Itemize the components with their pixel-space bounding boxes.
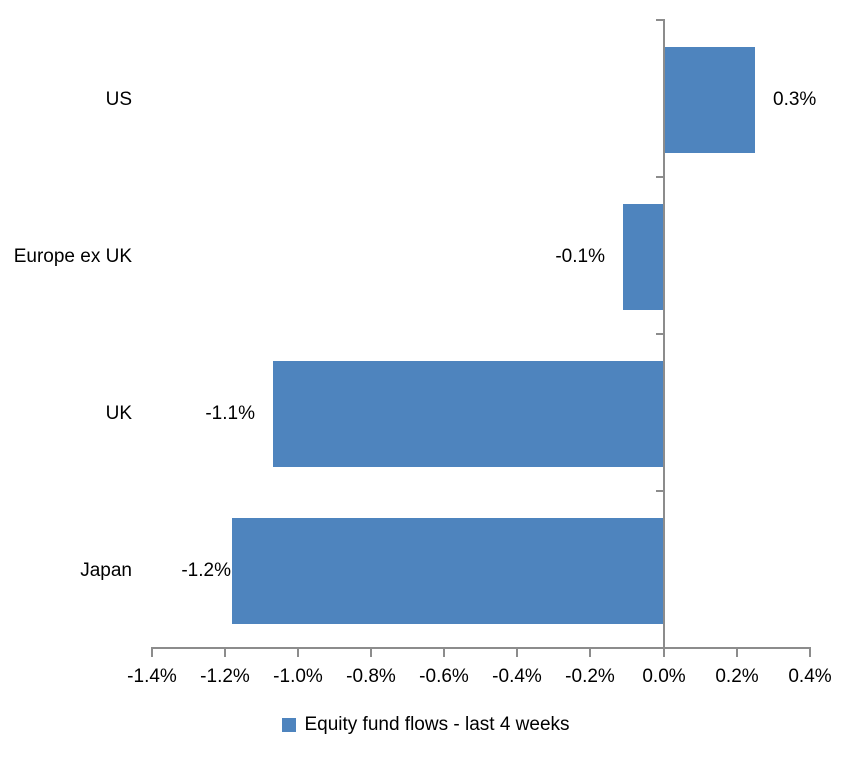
- bar-japan: [232, 518, 663, 624]
- category-label-us: US: [105, 89, 132, 110]
- bar-us: [665, 47, 755, 153]
- bar-uk: [273, 361, 663, 467]
- category-axis-tick: [656, 19, 665, 21]
- x-axis-tick: [663, 647, 665, 657]
- x-axis-tick-label: -0.8%: [346, 666, 396, 687]
- category-axis-line: [663, 20, 665, 657]
- x-axis-tick-label: 0.0%: [642, 666, 686, 687]
- x-axis-tick: [589, 647, 591, 657]
- x-axis-tick: [443, 647, 445, 657]
- value-label-japan: -1.2%: [181, 560, 231, 581]
- category-label-europe-ex-uk: Europe ex UK: [13, 246, 132, 267]
- x-axis-tick: [151, 647, 153, 657]
- value-label-us: 0.3%: [773, 89, 817, 110]
- x-axis-tick-label: -0.2%: [565, 666, 615, 687]
- value-axis-line: [151, 647, 811, 649]
- legend-label: Equity fund flows - last 4 weeks: [304, 714, 570, 735]
- category-axis-tick: [656, 333, 665, 335]
- bar-europe-ex-uk: [623, 204, 663, 310]
- x-axis-tick: [516, 647, 518, 657]
- x-axis-tick-label: 0.4%: [788, 666, 832, 687]
- category-axis-tick: [656, 176, 665, 178]
- x-axis-tick-label: -1.2%: [200, 666, 250, 687]
- x-axis-tick-label: -0.4%: [492, 666, 542, 687]
- value-label-uk: -1.1%: [205, 403, 255, 424]
- category-label-japan: Japan: [80, 560, 132, 581]
- x-axis-tick: [297, 647, 299, 657]
- legend: Equity fund flows - last 4 weeks: [0, 714, 852, 736]
- x-axis-tick: [224, 647, 226, 657]
- x-axis-tick: [809, 647, 811, 657]
- legend-swatch-icon: [282, 718, 297, 732]
- x-axis-tick: [736, 647, 738, 657]
- x-axis-tick-label: -1.4%: [127, 666, 177, 687]
- x-axis-tick-label: -0.6%: [419, 666, 469, 687]
- value-label-europe-ex-uk: -0.1%: [555, 246, 605, 267]
- category-label-uk: UK: [105, 403, 132, 424]
- x-axis-tick-label: -1.0%: [273, 666, 323, 687]
- category-axis-tick: [656, 490, 665, 492]
- x-axis-tick: [370, 647, 372, 657]
- x-axis-tick-label: 0.2%: [715, 666, 759, 687]
